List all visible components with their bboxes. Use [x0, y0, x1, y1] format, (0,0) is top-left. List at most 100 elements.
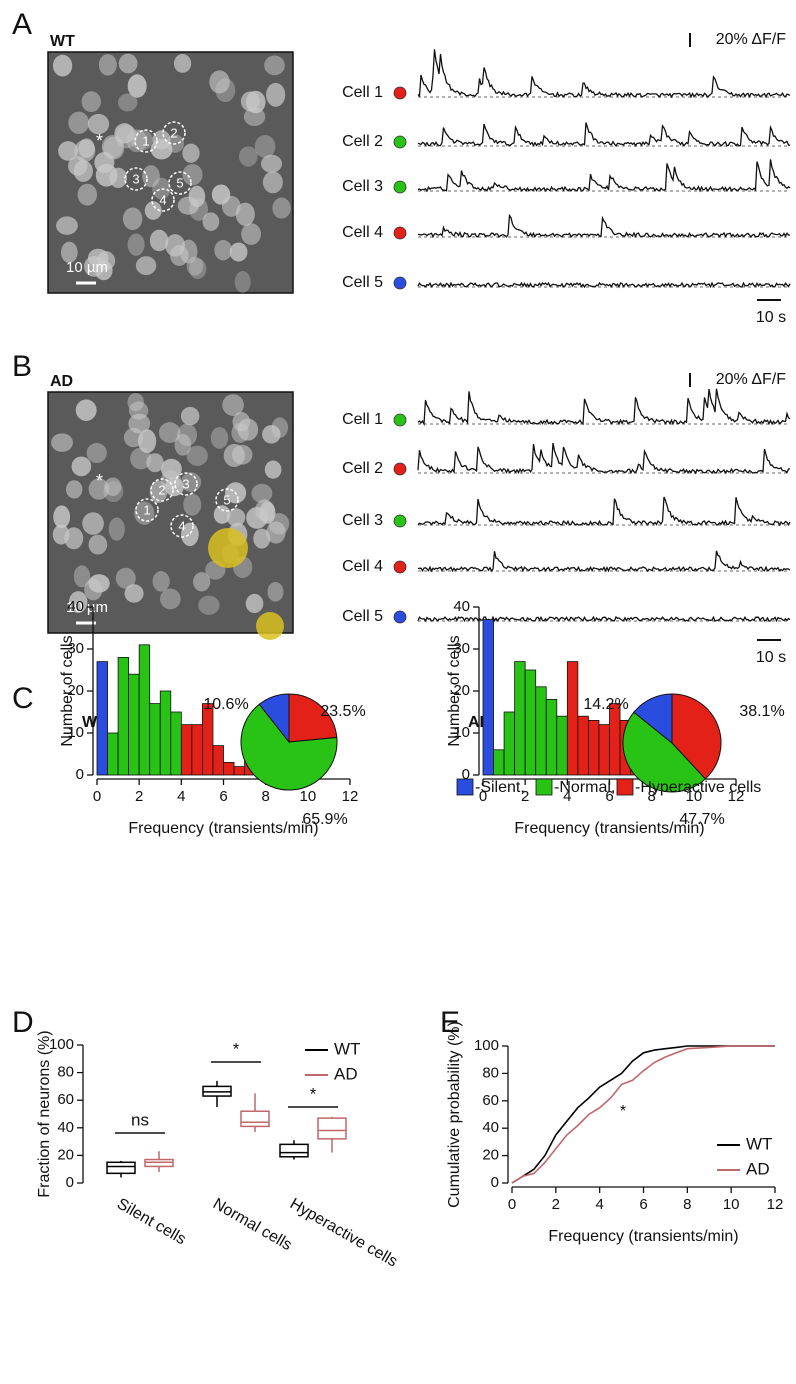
neuron [146, 453, 164, 473]
bar [96, 661, 108, 776]
group-label: AD [50, 373, 73, 390]
neuron [174, 433, 192, 456]
neuron [58, 141, 79, 161]
cdf-line [511, 1045, 775, 1184]
pie-slice [622, 711, 707, 793]
neuron [266, 82, 286, 107]
neuron [87, 248, 109, 268]
bar [609, 703, 621, 776]
neuron [177, 196, 199, 215]
x-axis-label: Frequency (transients/min) [514, 820, 704, 837]
cell-dot [393, 86, 407, 100]
neuron [138, 429, 157, 454]
neuron [82, 512, 104, 535]
bar [482, 619, 494, 776]
legend-label: -Normal, [554, 779, 615, 796]
bar [107, 732, 119, 776]
pie-label: 65.9% [302, 811, 347, 828]
neuron [213, 505, 231, 524]
roi-label: 3 [132, 171, 139, 186]
legend-label: AD [746, 1159, 770, 1178]
box [106, 1161, 136, 1175]
cell-dot [393, 180, 407, 194]
neuron [144, 201, 162, 220]
neuron [108, 517, 125, 541]
neuron [98, 54, 117, 76]
y-axis-label: Number of cells [446, 635, 463, 746]
x-tick-label: Silent cells [114, 1195, 189, 1248]
y-tick-label: 20 [482, 1147, 499, 1164]
time-scale: 10 s [756, 309, 786, 326]
legend-swatch [456, 778, 474, 796]
neuron [214, 239, 233, 261]
neuron [215, 78, 236, 103]
trace [417, 122, 791, 147]
roi [124, 167, 148, 191]
neuron [245, 593, 264, 614]
neuron [130, 447, 152, 470]
trace [417, 496, 791, 527]
x-tick-label: Hyperactive cells [287, 1195, 400, 1270]
cell-dot [393, 462, 407, 476]
neuron [118, 53, 138, 74]
panel-letter: C [12, 682, 34, 715]
trace [417, 281, 791, 289]
y-tick-label: 0 [491, 1174, 499, 1191]
neuron [152, 571, 170, 592]
roi [170, 514, 194, 538]
bar [524, 669, 537, 776]
roi-label: 5 [223, 492, 230, 507]
bar [128, 673, 140, 776]
neuron [222, 394, 244, 416]
neuron [186, 445, 208, 466]
x-tick-label: 0 [479, 788, 487, 805]
cell-dot [393, 226, 407, 240]
neuron [135, 256, 157, 276]
cell-dot [393, 610, 407, 624]
time-scale: 10 s [756, 649, 786, 666]
neuron [73, 565, 91, 588]
neuron [223, 443, 245, 467]
pie-slice [258, 693, 290, 744]
neuron [127, 392, 144, 412]
neuron [235, 202, 255, 226]
y-tick-label: 80 [57, 1064, 74, 1081]
roi [134, 129, 158, 153]
cell-label: Cell 5 [342, 274, 383, 291]
neuron [193, 572, 211, 592]
neuron [262, 171, 283, 194]
roi [151, 188, 175, 212]
neuron [221, 195, 241, 217]
y-axis-label: Number of cells [59, 635, 76, 746]
x-tick-label: 10 [723, 1196, 740, 1213]
neuron [232, 411, 251, 432]
roi-label: 2 [170, 125, 177, 140]
legend-label: -Hyperactive cells [635, 779, 761, 796]
sig-label: * [310, 1084, 317, 1103]
sig-label: ns [131, 1110, 149, 1129]
neuron [180, 472, 202, 493]
legend-label: AD [334, 1064, 358, 1083]
x-tick-label: 8 [683, 1196, 691, 1213]
legend-label: WT [746, 1134, 772, 1153]
roi-label: 1 [143, 502, 150, 517]
pie-label: 10.6% [203, 696, 248, 713]
neuron [149, 229, 169, 252]
roi-label: 2 [158, 482, 165, 497]
bar [493, 749, 505, 776]
neuron [261, 154, 283, 173]
neuron [65, 480, 83, 499]
y-tick-label: 0 [462, 766, 470, 783]
bar [545, 699, 558, 776]
x-tick-label: 2 [135, 788, 143, 805]
cell-label: Cell 3 [342, 512, 383, 529]
x-tick-label: Normal cells [210, 1195, 295, 1254]
x-tick-label: 8 [647, 788, 655, 805]
neuron [114, 123, 135, 144]
panel-letter: E [440, 1006, 460, 1039]
y-tick-label: 30 [67, 640, 84, 657]
neuron [68, 156, 88, 176]
neuron [159, 588, 181, 610]
roi [215, 488, 239, 512]
